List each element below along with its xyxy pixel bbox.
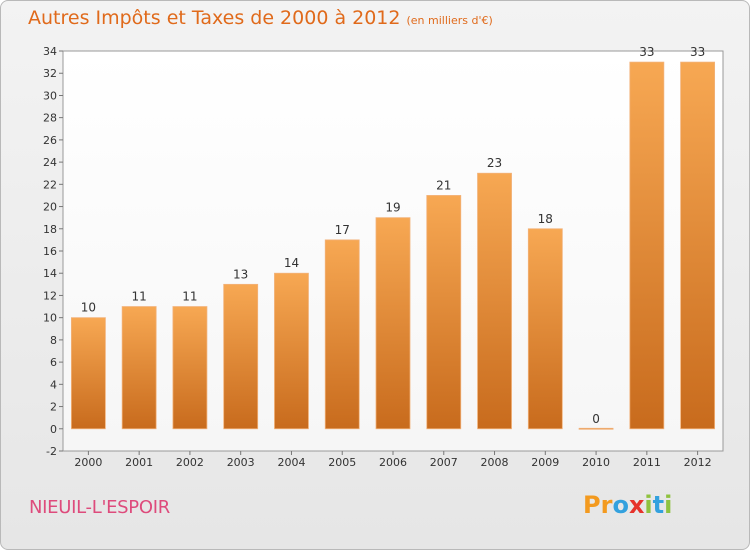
data-label-2006: 19 [385,201,400,215]
x-tick-label: 2010 [582,456,610,469]
y-tick-label: 10 [43,312,57,325]
commune-name: NIEUIL-L'ESPOIR [29,497,170,518]
proxiti-logo[interactable]: Proxiti [583,491,673,519]
bar-2000 [70,317,106,430]
y-tick-label: 4 [50,378,57,391]
bar-2003 [223,283,259,430]
data-label-2004: 14 [284,256,299,270]
data-label-2007: 21 [436,178,451,192]
y-tick-label: 34 [43,45,57,58]
y-tick-label: 14 [43,267,57,280]
data-label-2000: 10 [81,301,96,315]
y-tick-label: 32 [43,67,57,80]
x-tick-label: 2009 [531,456,559,469]
bar-2001 [121,306,157,430]
bars [70,61,716,430]
x-tick-label: 2001 [125,456,153,469]
bar-2002 [172,306,208,430]
bar-2007 [426,195,462,430]
y-tick-label: 26 [43,134,57,147]
data-label-2003: 13 [233,267,248,281]
y-tick-label: 22 [43,178,57,191]
bar-2008 [477,172,512,430]
data-label-2008: 23 [487,156,502,170]
data-label-2009: 18 [538,212,553,226]
y-tick-label: 0 [50,423,57,436]
bar-2004 [274,272,309,430]
bar-2011 [629,61,665,430]
data-label-2010: 0 [592,412,600,426]
chart-title-main: Autres Impôts et Taxes de 2000 à 2012 [28,7,401,29]
data-label-2005: 17 [335,223,350,237]
data-label-2011: 33 [639,45,654,59]
y-tick-label: 18 [43,223,57,236]
chart-title-unit: (en milliers d'€) [406,14,493,27]
data-label-2002: 11 [182,290,197,304]
data-label-2012: 33 [690,45,705,59]
y-tick-label: -2 [46,445,57,458]
x-tick-label: 2007 [430,456,458,469]
x-tick-label: 2012 [684,456,712,469]
x-tick-label: 2002 [176,456,204,469]
x-tick-label: 2005 [328,456,356,469]
y-tick-label: 6 [50,356,57,369]
x-tick-label: 2000 [74,456,102,469]
bar-2010 [578,427,614,430]
data-label-2001: 11 [132,290,147,304]
bar-2012 [680,61,716,430]
chart-title: Autres Impôts et Taxes de 2000 à 2012 (en… [28,7,493,29]
y-tick-label: 8 [50,334,57,347]
y-tick-label: 24 [43,156,57,169]
x-axis: 2000 2001 2002 2003 2004 2005 2006 2007 2008 2009… [74,451,712,469]
x-tick-label: 2004 [277,456,305,469]
bar-2005 [324,239,360,430]
y-tick-label: 12 [43,289,57,302]
data-labels: 10 11 11 13 14 17 19 21 23 18 0 33 33 [81,45,706,426]
y-tick-label: 28 [43,112,57,125]
x-tick-label: 2006 [379,456,407,469]
bar-2009 [527,228,563,430]
x-tick-label: 2003 [227,456,255,469]
y-tick-label: 16 [43,245,57,258]
x-tick-label: 2011 [633,456,661,469]
y-tick-label: 30 [43,89,57,102]
bar-2006 [375,217,411,430]
x-tick-label: 2008 [481,456,509,469]
y-tick-label: 20 [43,201,57,214]
y-tick-label: 2 [50,401,57,414]
